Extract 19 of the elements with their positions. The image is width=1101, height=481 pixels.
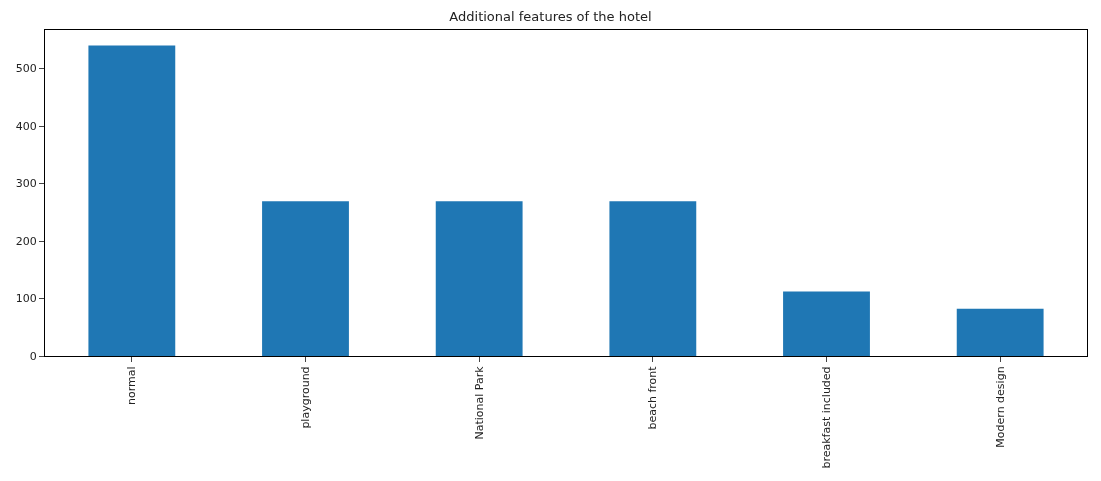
chart-title: Additional features of the hotel <box>449 9 652 25</box>
bar <box>783 291 870 356</box>
x-tick-label: National Park <box>472 365 486 440</box>
y-tick-label: 200 <box>15 234 37 248</box>
y-tick-label: 400 <box>15 119 37 133</box>
x-tick-label: Modern design <box>993 366 1007 448</box>
bar <box>609 201 697 356</box>
bar <box>435 201 523 356</box>
x-tick-label: beach front <box>646 365 660 430</box>
x-tick-label: breakfast included <box>820 366 834 469</box>
y-tick-label: 500 <box>15 62 37 76</box>
y-tick-label: 100 <box>15 292 37 306</box>
y-tick-label: 0 <box>29 349 37 363</box>
y-tick-label: 300 <box>15 177 37 191</box>
x-tick-label: playground <box>299 366 313 429</box>
bar <box>88 45 176 356</box>
bar <box>956 308 1044 356</box>
bar <box>262 201 349 356</box>
x-tick-label: normal <box>125 366 139 405</box>
